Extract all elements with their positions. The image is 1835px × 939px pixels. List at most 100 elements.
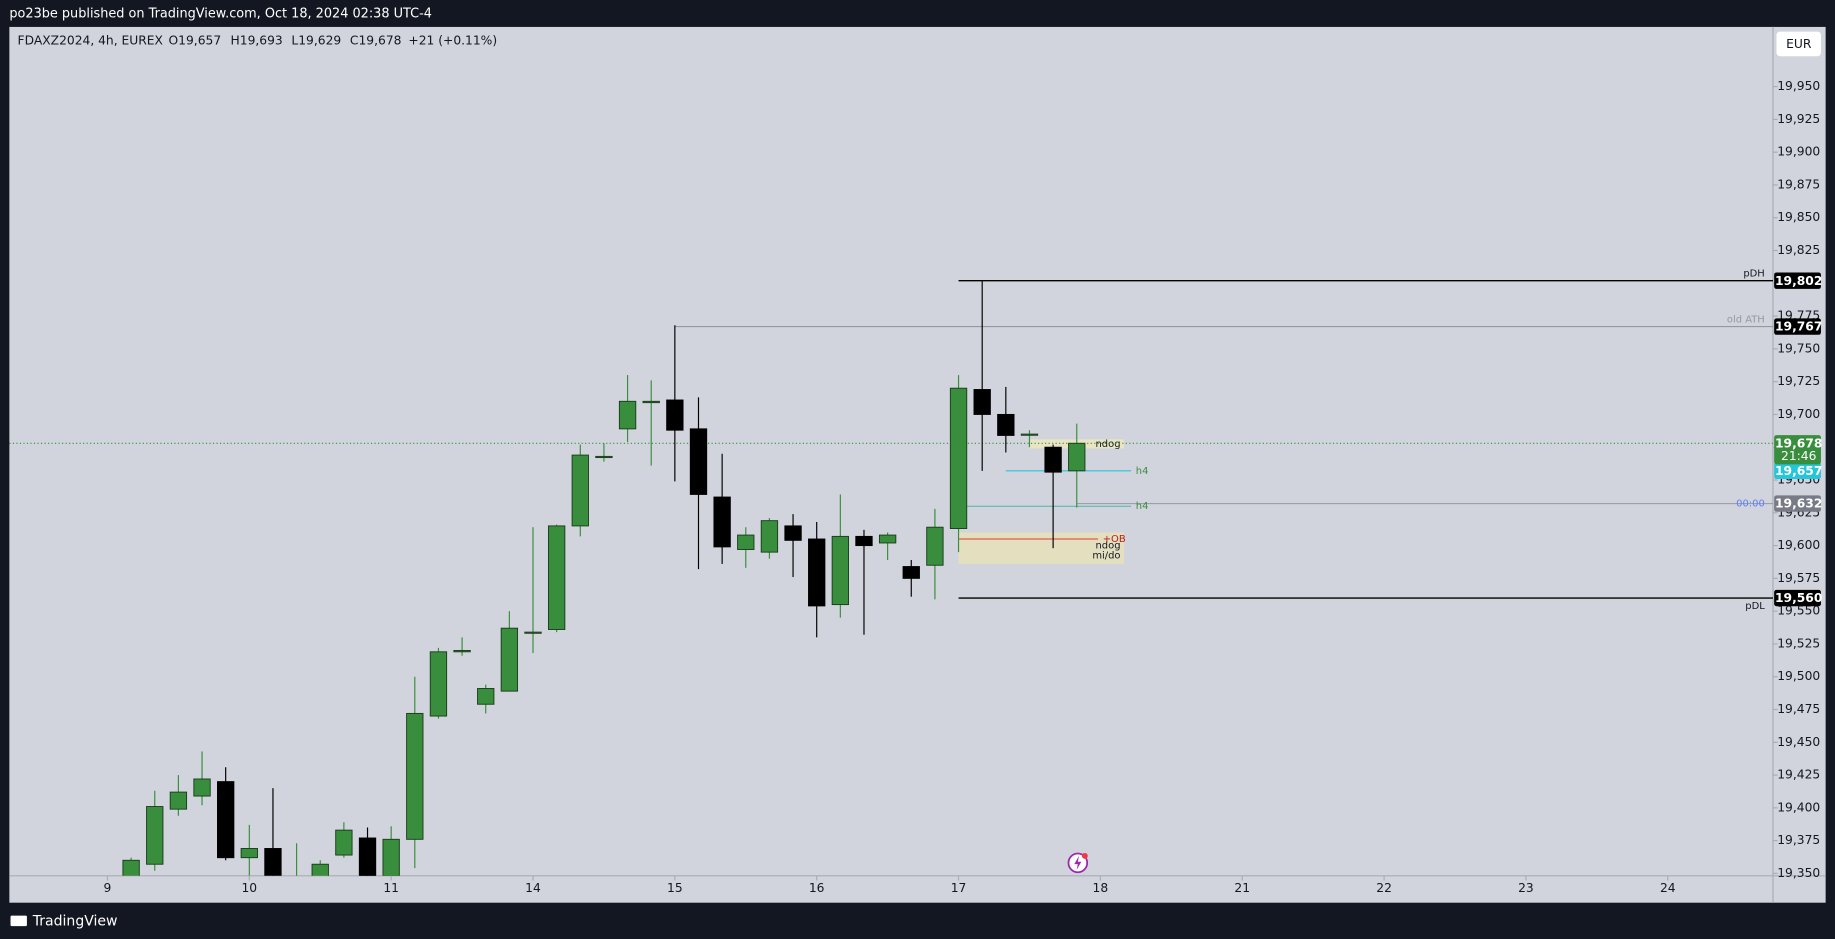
legend-open: O19,657 <box>169 33 222 47</box>
candle-body <box>146 806 164 865</box>
y-tick-label: 19,825 <box>1777 243 1820 257</box>
y-tick-label: 19,425 <box>1777 768 1820 782</box>
y-tick-label: 19,500 <box>1777 669 1820 683</box>
x-tick-label: 11 <box>383 881 399 895</box>
y-tick-label: 19,525 <box>1777 636 1820 650</box>
level-label: pDH <box>1743 269 1764 280</box>
level-label: +OB <box>1103 534 1126 545</box>
currency[interactable]: EUR <box>1786 37 1812 51</box>
candle-body <box>193 778 211 797</box>
candle-body <box>878 534 897 544</box>
plot-area <box>9 26 1826 903</box>
candle-body <box>524 631 542 634</box>
candle-body <box>169 791 188 810</box>
y-tick-label: 19,475 <box>1777 702 1820 716</box>
legend-low: L19,629 <box>291 33 341 47</box>
publisher: po23be published on TradingView.com, Oct… <box>9 7 432 22</box>
price-badge <box>1774 462 1821 480</box>
candle-body <box>666 399 684 431</box>
candle-body <box>335 829 353 856</box>
candle-body <box>477 688 495 705</box>
candle-body <box>973 389 991 415</box>
x-tick-label: 24 <box>1660 881 1676 895</box>
x-tick-label: 17 <box>951 881 967 895</box>
candle-body <box>547 525 566 630</box>
candle-body <box>240 848 258 859</box>
y-tick-label: 19,450 <box>1777 735 1820 749</box>
price-badge <box>1774 318 1821 335</box>
candle-body <box>713 496 731 548</box>
brand-logo: TradingView <box>10 913 118 929</box>
currency-button[interactable] <box>1776 31 1821 57</box>
brand: TradingView <box>32 913 118 929</box>
level-label: old ATH <box>1727 315 1765 326</box>
x-tick-label: 16 <box>809 881 825 895</box>
legend-symbol: FDAXZ2024, 4h, EUREX <box>18 33 164 47</box>
candle-body <box>760 520 779 553</box>
legend-high: H19,693 <box>231 33 283 47</box>
countdown: 21:46 <box>1781 449 1817 463</box>
candle-body <box>382 838 400 876</box>
price-badge-label: 19,560 <box>1775 591 1822 605</box>
price-badge-label: 19,657 <box>1775 464 1822 478</box>
candle-body <box>926 526 944 566</box>
zone-label: ndog <box>1096 439 1121 450</box>
legend: FDAXZ2024, 4h, EUREX O19,657 H19,693 L19… <box>18 33 498 47</box>
legend-close: C19,678 <box>350 33 402 47</box>
zone-label: ndog <box>1096 540 1121 551</box>
price-badge <box>1774 589 1821 607</box>
candle-body <box>689 428 708 495</box>
x-tick-label: 21 <box>1234 881 1250 895</box>
candle-body <box>311 863 329 876</box>
candle-body <box>618 400 637 430</box>
candle-body <box>571 454 589 527</box>
candle-body <box>1020 433 1039 436</box>
y-tick-label: 19,550 <box>1777 604 1820 618</box>
candle-body <box>500 627 519 692</box>
price-badge-label: 19,802 <box>1775 274 1822 288</box>
level-label: h4 <box>1136 466 1149 477</box>
y-tick-label: 19,900 <box>1777 145 1820 159</box>
x-tick-label: 10 <box>241 881 257 895</box>
x-tick-label: 23 <box>1518 881 1534 895</box>
level-label: h4 <box>1136 501 1149 512</box>
zone <box>958 532 1125 564</box>
candle-body <box>831 535 850 606</box>
y-tick-label: 19,925 <box>1777 112 1820 126</box>
y-tick-label: 19,350 <box>1777 866 1820 880</box>
candle-body <box>595 455 613 459</box>
y-tick-label: 19,950 <box>1777 79 1820 93</box>
last-price-label: 19,678 <box>1775 436 1822 450</box>
y-tick-label: 19,575 <box>1777 571 1820 585</box>
candle-body <box>429 651 448 717</box>
y-tick-label: 19,600 <box>1777 538 1820 552</box>
y-tick-label: 19,400 <box>1777 800 1820 814</box>
candle-body <box>1068 442 1086 472</box>
candle-body <box>453 650 471 653</box>
candle-body <box>737 534 755 550</box>
candle-body <box>855 535 873 547</box>
candle-body <box>997 413 1015 436</box>
x-tick-label: 9 <box>104 881 112 895</box>
x-tick-label: 22 <box>1376 881 1392 895</box>
zone-label: mi/do <box>1092 550 1120 561</box>
candle-body <box>808 538 826 607</box>
x-tick-label: 14 <box>525 881 541 895</box>
y-tick-label: 19,375 <box>1777 833 1820 847</box>
candle-body <box>122 859 140 876</box>
candle-body <box>949 387 968 529</box>
y-tick-label: 19,725 <box>1777 374 1820 388</box>
level-label: 00:00 <box>1736 499 1765 510</box>
level-label: pDL <box>1745 601 1765 612</box>
y-tick-label: 19,700 <box>1777 407 1820 421</box>
price-badge <box>1774 272 1821 289</box>
x-tick-label: 18 <box>1093 881 1109 895</box>
candle-body <box>264 848 282 876</box>
candle-body <box>406 712 424 840</box>
candle-body <box>902 566 920 579</box>
legend-change: +21 (+0.11%) <box>408 33 497 47</box>
y-tick-label: 19,875 <box>1777 177 1820 191</box>
alert-icon[interactable] <box>1067 852 1089 874</box>
